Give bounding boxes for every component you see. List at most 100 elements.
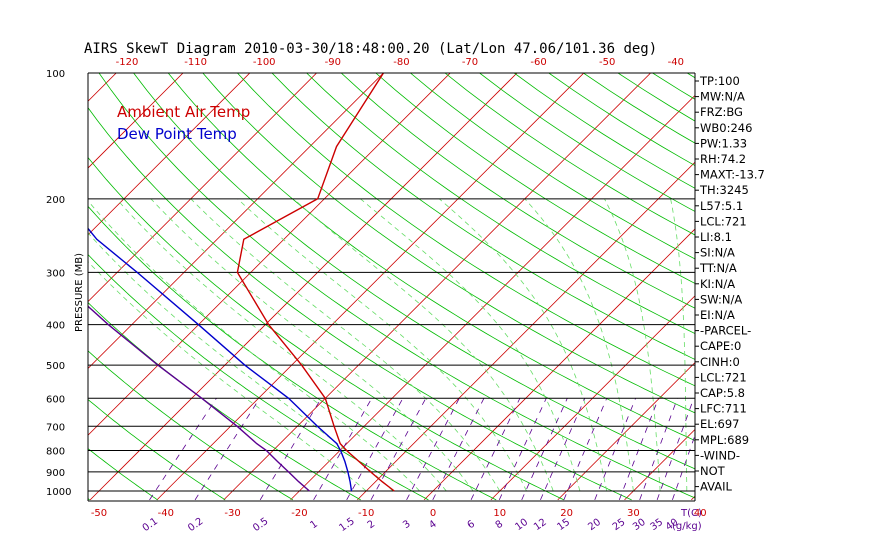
mixing-ratio-tick-label: 4 (427, 519, 439, 532)
series-line-ambient-air-temp (236, 73, 395, 492)
stability-index-label: EL:697 (700, 417, 740, 431)
dry-adiabat-line (0, 54, 22, 500)
dry-adiabat-line (859, 54, 870, 500)
isotherm-line (88, 73, 251, 236)
top-tick-label: -50 (599, 57, 615, 68)
moist-adiabat-line (670, 198, 688, 491)
mixing-ratio-tick-label: 25 (611, 517, 628, 533)
dry-adiabat-line (88, 398, 226, 501)
mixing-ratio-tick-label: 6 (465, 519, 477, 532)
pressure-tick-label: 400 (46, 321, 65, 332)
bottom-tick-label: -50 (91, 508, 107, 519)
stability-index-label: LFC:711 (700, 402, 747, 416)
dry-adiabat-line (167, 73, 695, 442)
stability-index-label: NOT (700, 464, 726, 478)
mixing-ratio-tick-label: 15 (555, 517, 572, 533)
stability-index-label: SI:N/A (700, 246, 735, 260)
top-tick-label: -70 (462, 57, 478, 68)
pressure-tick-label: 300 (46, 268, 65, 279)
isotherm-line (156, 73, 585, 501)
isotherm-line (825, 54, 870, 500)
stability-index-label: TT:N/A (699, 261, 737, 275)
mixing-ratio-line (406, 398, 460, 501)
stability-index-label: LI:8.1 (700, 230, 732, 244)
mixing-ratio-tick-label: 3 (401, 519, 413, 532)
bottom-tick-label: -40 (158, 508, 174, 519)
mixing-ratio-tick-label: 2 (366, 519, 378, 532)
bottom-tick-label: 40 (694, 508, 707, 519)
top-tick-label: -40 (668, 57, 684, 68)
moist-adiabat-line (293, 198, 554, 492)
isotherm-line (357, 161, 695, 501)
mixing-ratio-tick-label: 35 (649, 517, 666, 533)
stability-index-label: FRZ:BG (700, 105, 743, 119)
mixing-ratio-line (194, 398, 260, 501)
stability-index-label: TP:100 (699, 74, 740, 88)
dry-adiabat-line (513, 73, 695, 189)
mixing-ratio-line (370, 398, 427, 501)
mixing-ratio-line (432, 398, 485, 501)
pressure-tick-label: 500 (46, 361, 65, 372)
stability-index-label: MW:N/A (700, 90, 745, 104)
dry-adiabat-line (88, 253, 429, 501)
isotherm-line (490, 295, 695, 501)
dry-adiabat-line (409, 73, 695, 260)
dry-adiabat-line (88, 350, 294, 501)
isotherm-line (88, 73, 451, 436)
bottom-tick-label: 30 (627, 508, 640, 519)
isotherm-line (89, 73, 518, 501)
isotherm-line (557, 362, 695, 501)
isotherm-line (0, 54, 2, 500)
stability-index-label: MAXT:-13.7 (700, 168, 765, 182)
stability-index-label: KI:N/A (700, 277, 735, 291)
bottom-tick-label: -30 (224, 508, 240, 519)
stability-index-label: WB0:246 (700, 121, 752, 135)
y-axis-label: PRESSURE (MB) (74, 253, 85, 332)
dry-adiabat-line (825, 54, 870, 500)
dry-adiabat-line (98, 73, 695, 499)
top-tick-label: -110 (184, 57, 207, 68)
isotherm-line (88, 73, 117, 102)
x-axis-label: T(C) (680, 508, 702, 519)
series-line-parcel (88, 305, 310, 492)
stability-index-label: CAP:5.8 (700, 386, 745, 400)
isotherm-line (88, 73, 184, 169)
dry-adiabat-line (340, 73, 695, 309)
mixing-ratio-line (672, 434, 695, 500)
mixing-ratio-line (149, 398, 217, 501)
mixing-ratio-line (656, 398, 695, 500)
stability-index-label: SW:N/A (700, 292, 742, 306)
mixing-ratio-unit: (g/kg) (672, 521, 702, 532)
mixing-ratio-tick-label: 0.2 (186, 516, 205, 534)
legend: Ambient Air Temp Dew Point Temp (117, 103, 250, 143)
pressure-tick-label: 600 (46, 394, 65, 405)
dry-adiabat-line (88, 448, 158, 501)
top-tick-label: -90 (325, 57, 341, 68)
mixing-ratio-tick-label: 8 (494, 519, 506, 532)
isotherm-line (223, 73, 652, 501)
sounding-series (88, 73, 395, 492)
chart-title: AIRS SkewT Diagram 2010-03-30/18:48:00.2… (84, 41, 657, 57)
mixing-ratio-tick-label: 10 (513, 517, 530, 533)
top-tick-label: -60 (530, 57, 546, 68)
isotherm-line (88, 73, 384, 369)
top-tick-label: -80 (393, 57, 409, 68)
stability-index-label: -PARCEL- (700, 324, 751, 338)
series-line-dew-point-temp (88, 227, 353, 492)
isotherm-line (423, 228, 695, 501)
moist-adiabat-line (88, 261, 367, 492)
moist-adiabat-line (88, 200, 420, 492)
pressure-tick-label: 800 (46, 446, 65, 457)
dry-adiabat-line (548, 73, 695, 167)
isotherm-line (88, 73, 318, 303)
bottom-tick-label: 10 (493, 508, 506, 519)
stability-index-label: LCL:721 (700, 214, 747, 228)
bottom-tick-label: 0 (430, 508, 436, 519)
mixing-ratio-line (563, 398, 608, 501)
mixing-ratio-line (346, 398, 404, 501)
dry-adiabat-line (271, 73, 695, 360)
mixing-ratio-line (639, 398, 678, 500)
pressure-tick-label: 700 (46, 422, 65, 433)
